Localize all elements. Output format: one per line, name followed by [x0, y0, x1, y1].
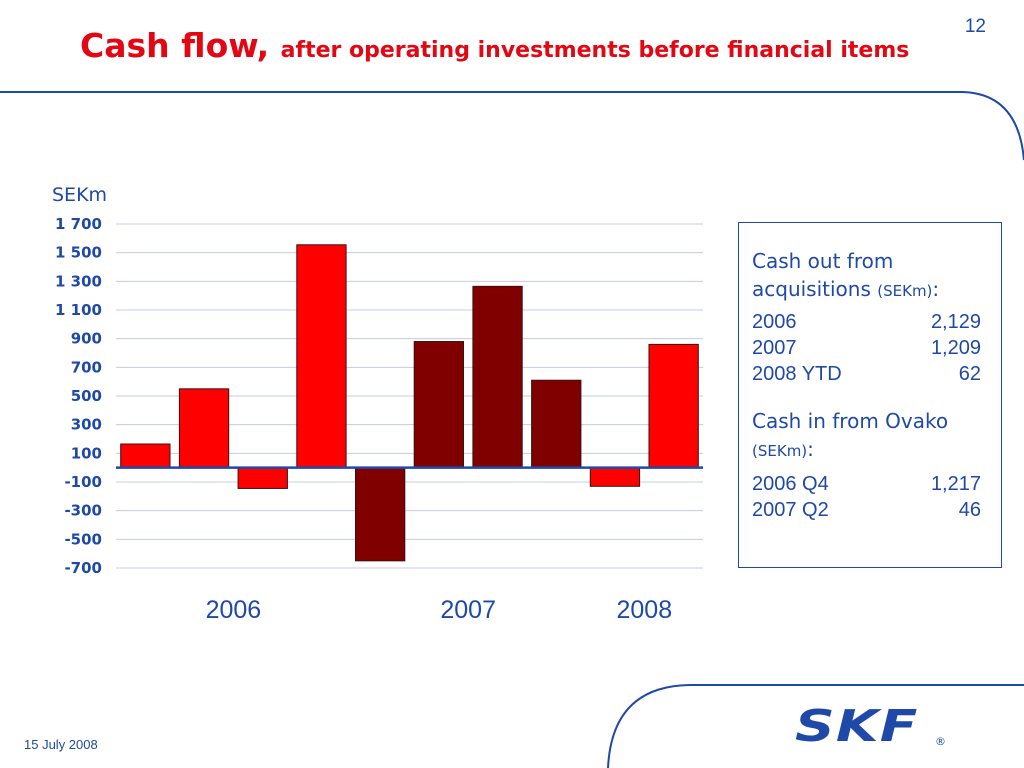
bar-2006: [237, 467, 288, 489]
y-tick-label: 700: [71, 358, 102, 376]
registered-mark: ®: [935, 735, 946, 748]
bar-2007: [354, 467, 406, 562]
y-tick-label: 1 500: [55, 244, 102, 262]
y-tick-label: 1 300: [55, 272, 102, 290]
title-sub: after operating investments before finan…: [280, 38, 910, 63]
row-value: 46: [958, 499, 981, 521]
page-number: 12: [964, 16, 986, 37]
bar-2006: [120, 443, 171, 469]
row-label: 2007 Q2: [752, 499, 829, 521]
bar-2007: [531, 379, 582, 469]
title-main: Cash flow,: [80, 26, 281, 65]
row-label: 2007: [752, 337, 797, 359]
acquisitions-heading: Cash out from acquisitions (SEKm):: [752, 247, 981, 305]
acquisitions-colon: :: [932, 277, 940, 301]
info-box: Cash out from acquisitions (SEKm): 2006 …: [738, 222, 1002, 568]
bar-2007: [472, 285, 523, 469]
row-value: 1,217: [930, 473, 981, 495]
row-value: 1,209: [930, 337, 981, 359]
acquisitions-heading-line2: acquisitions: [752, 277, 871, 301]
year-label-2008: 2008: [616, 596, 673, 624]
logo-text: SKF: [795, 701, 919, 752]
acquisitions-row: 2007 1,209: [752, 335, 981, 361]
ovako-rows: 2006 Q4 1,217 2007 Q2 46: [752, 471, 981, 523]
y-tick-label: 500: [71, 387, 102, 405]
y-tick-label: 300: [71, 416, 102, 434]
ovako-row: 2007 Q2 46: [752, 497, 981, 523]
ovako-unit: (SEKm): [752, 442, 808, 460]
footer-date: 15 July 2008: [24, 737, 98, 752]
bar-2006: [178, 388, 230, 469]
ovako-row: 2006 Q4 1,217: [752, 471, 981, 497]
y-tick-label: 1 700: [55, 215, 102, 233]
row-label: 2006: [752, 311, 797, 333]
bar-2007: [413, 341, 465, 469]
row-label: 2008 YTD: [752, 363, 842, 385]
acquisitions-rows: 2006 2,129 2007 1,209 2008 YTD 62: [752, 309, 981, 387]
acquisitions-row: 2006 2,129: [752, 309, 981, 335]
year-label-2006: 2006: [205, 596, 262, 624]
ovako-heading-text: Cash in from Ovako: [752, 409, 949, 433]
y-tick-label: -700: [64, 559, 102, 577]
ovako-colon: :: [807, 437, 814, 461]
bar-2008: [648, 343, 699, 469]
bar-2008: [589, 467, 641, 487]
y-axis-unit-label: SEKm: [52, 184, 108, 206]
row-label: 2006 Q4: [752, 473, 829, 495]
row-value: 62: [958, 363, 981, 385]
y-tick-label: -100: [64, 473, 102, 491]
skf-logo: SKF ®: [795, 705, 946, 749]
y-tick-label: -300: [64, 502, 102, 520]
row-value: 2,129: [930, 311, 981, 333]
year-label-2007: 2007: [440, 596, 496, 624]
ovako-heading: Cash in from Ovako (SEKm):: [752, 407, 981, 465]
y-tick-label: 100: [71, 444, 102, 462]
acquisitions-heading-line1: Cash out from: [752, 249, 894, 273]
y-tick-label: 1 100: [55, 301, 102, 319]
box-spacer: [752, 387, 981, 407]
slide-title: Cash flow, after operating investments b…: [80, 26, 909, 65]
acquisitions-unit: (SEKm): [877, 282, 933, 300]
y-tick-label: -500: [64, 530, 102, 548]
acquisitions-row: 2008 YTD 62: [752, 361, 981, 387]
y-tick-label: 900: [71, 330, 102, 348]
bar-2006: [296, 244, 347, 469]
